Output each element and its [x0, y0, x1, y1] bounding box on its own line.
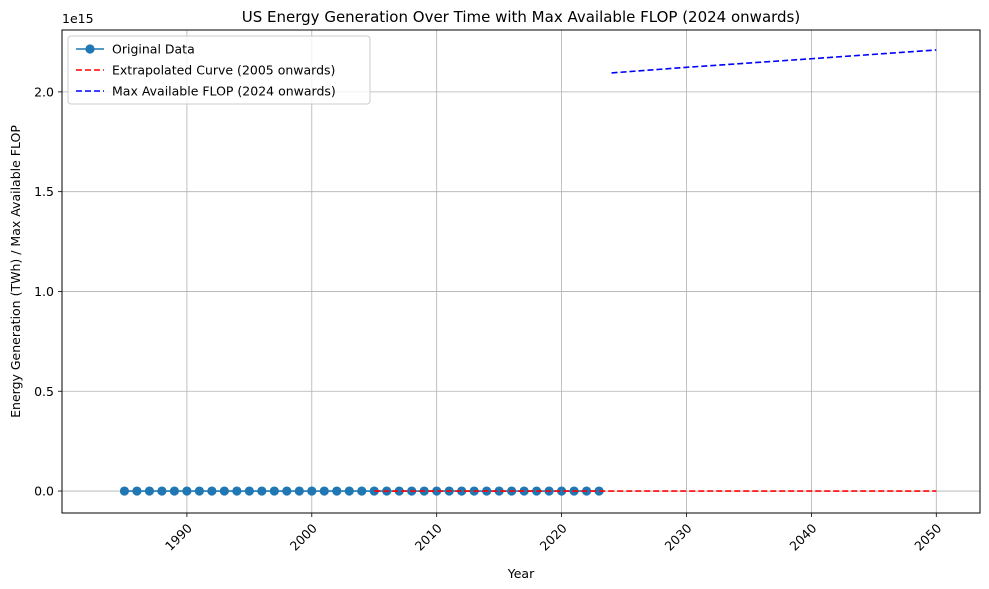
data-point — [269, 486, 279, 496]
y-tick-label: 0.0 — [34, 484, 54, 499]
legend-label-0: Original Data — [112, 42, 195, 57]
data-point — [244, 486, 254, 496]
data-point — [232, 486, 242, 496]
plot-frame — [61, 29, 981, 514]
y-offset-label: 1e15 — [62, 11, 94, 26]
x-axis-label: Year — [507, 566, 535, 581]
series-layer — [119, 49, 937, 496]
data-point — [319, 486, 329, 496]
y-tick-label: 1.5 — [34, 184, 54, 199]
data-point — [257, 486, 267, 496]
data-point — [332, 486, 342, 496]
data-point — [556, 486, 567, 496]
data-point — [119, 486, 130, 496]
series-line-2 — [611, 49, 937, 74]
data-point — [457, 486, 467, 496]
data-point — [144, 486, 155, 496]
data-point — [157, 486, 167, 496]
data-point — [432, 486, 442, 496]
y-tick-label: 1.0 — [34, 284, 54, 299]
legend: Original Data Extrapolated Curve (2005 on… — [67, 35, 371, 105]
legend-box — [67, 35, 371, 105]
legend-entries: Original Data Extrapolated Curve (2005 on… — [76, 42, 336, 99]
legend-label-1: Extrapolated Curve (2005 onwards) — [112, 63, 335, 78]
data-point — [294, 486, 304, 496]
legend-marker — [85, 44, 95, 54]
data-point — [494, 486, 504, 496]
data-point — [394, 486, 404, 496]
data-point — [594, 486, 604, 496]
y-axis-label: Energy Generation (TWh) / Max Available … — [8, 125, 23, 418]
data-point — [282, 486, 292, 496]
chart-title: US Energy Generation Over Time with Max … — [242, 8, 800, 26]
data-point — [194, 486, 204, 496]
data-point — [344, 486, 354, 496]
data-point — [207, 486, 217, 496]
data-point — [182, 486, 192, 496]
y-tick-label: 2.0 — [34, 84, 54, 99]
data-point — [307, 486, 317, 496]
data-point — [132, 486, 142, 496]
y-tick-label: 0.5 — [34, 384, 54, 399]
legend-label-2: Max Available FLOP (2024 onwards) — [112, 84, 336, 99]
data-point — [169, 486, 180, 496]
data-point — [357, 486, 367, 496]
data-point — [219, 486, 229, 496]
